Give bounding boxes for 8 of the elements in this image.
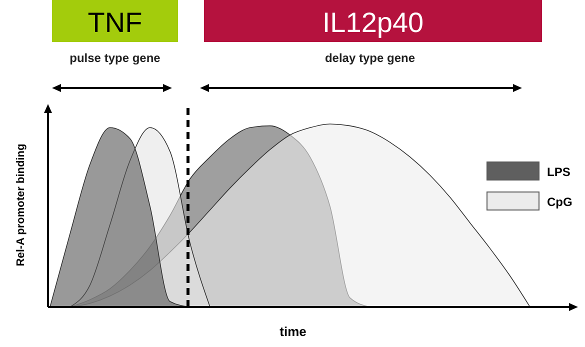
- text: delay type gene: [324, 51, 416, 65]
- text: IL12p40: [322, 7, 424, 38]
- legend-label: CpG: [547, 195, 572, 209]
- text: TNF: [88, 7, 142, 38]
- legend-label: LPS: [547, 165, 570, 179]
- x-axis-title: time: [280, 324, 306, 339]
- text: pulse type gene: [70, 51, 161, 65]
- y-axis-title: Rel-A promoter binding: [15, 144, 27, 266]
